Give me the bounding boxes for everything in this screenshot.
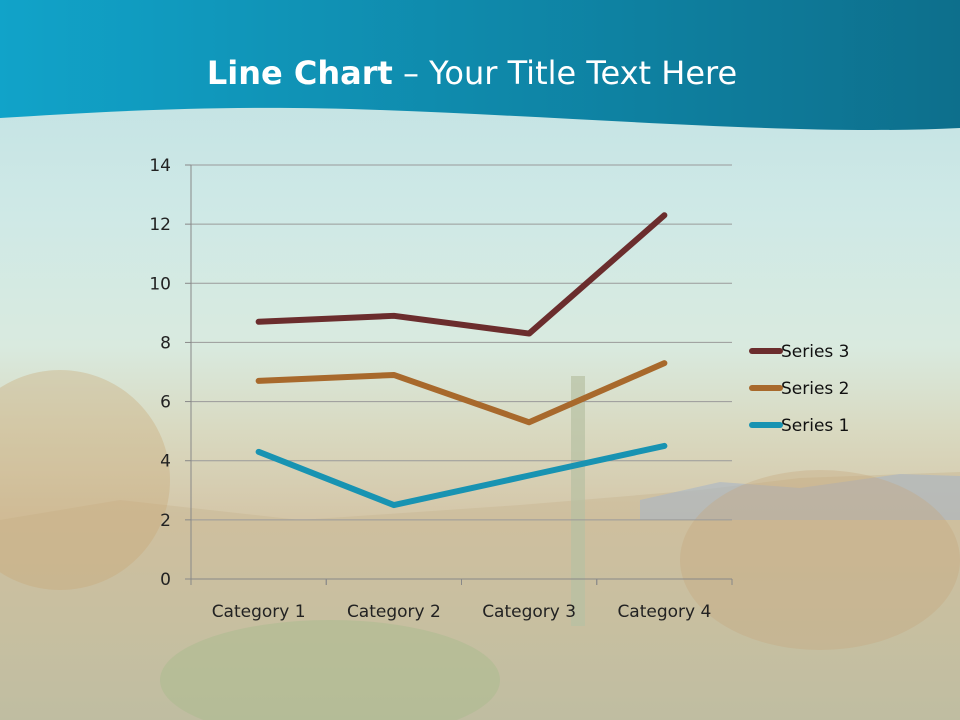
y-tick-label: 8: [160, 333, 171, 353]
y-tick-label: 0: [160, 570, 171, 590]
legend-label: Series 2: [781, 379, 850, 399]
data-point-3: [663, 214, 665, 216]
slide-title: Line Chart – Your Title Text Here: [0, 54, 944, 92]
x-tick-label: Category 4: [617, 602, 711, 622]
y-tick-label: 14: [149, 156, 171, 176]
title-rest: – Your Title Text Here: [392, 54, 738, 92]
y-tick-label: 2: [160, 511, 171, 531]
legend-label: Series 3: [781, 342, 850, 362]
series-line-1: [255, 442, 668, 509]
y-tick-label: 12: [149, 215, 171, 235]
data-point-3: [528, 333, 530, 335]
data-point-2: [258, 380, 260, 382]
data-point-2: [528, 421, 530, 423]
x-tick-label: Category 1: [212, 602, 306, 622]
data-point-3: [258, 321, 260, 323]
header-banner: [0, 0, 960, 131]
x-tick-label: Category 3: [482, 602, 576, 622]
data-point-3: [393, 315, 395, 317]
title-bold: Line Chart: [206, 54, 393, 92]
series-line-3: [255, 212, 668, 337]
data-point-1: [528, 475, 530, 476]
x-tick-label: Category 2: [347, 602, 441, 622]
data-point-2: [393, 374, 395, 376]
data-point-1: [258, 451, 260, 453]
data-point-1: [663, 445, 665, 447]
y-tick-label: 4: [160, 452, 171, 472]
y-tick-label: 6: [160, 393, 171, 413]
series-line-2: [255, 360, 668, 426]
y-tick-label: 10: [149, 274, 171, 294]
legend-label: Series 1: [781, 416, 850, 436]
data-point-2: [663, 362, 665, 364]
data-point-1: [393, 504, 395, 506]
